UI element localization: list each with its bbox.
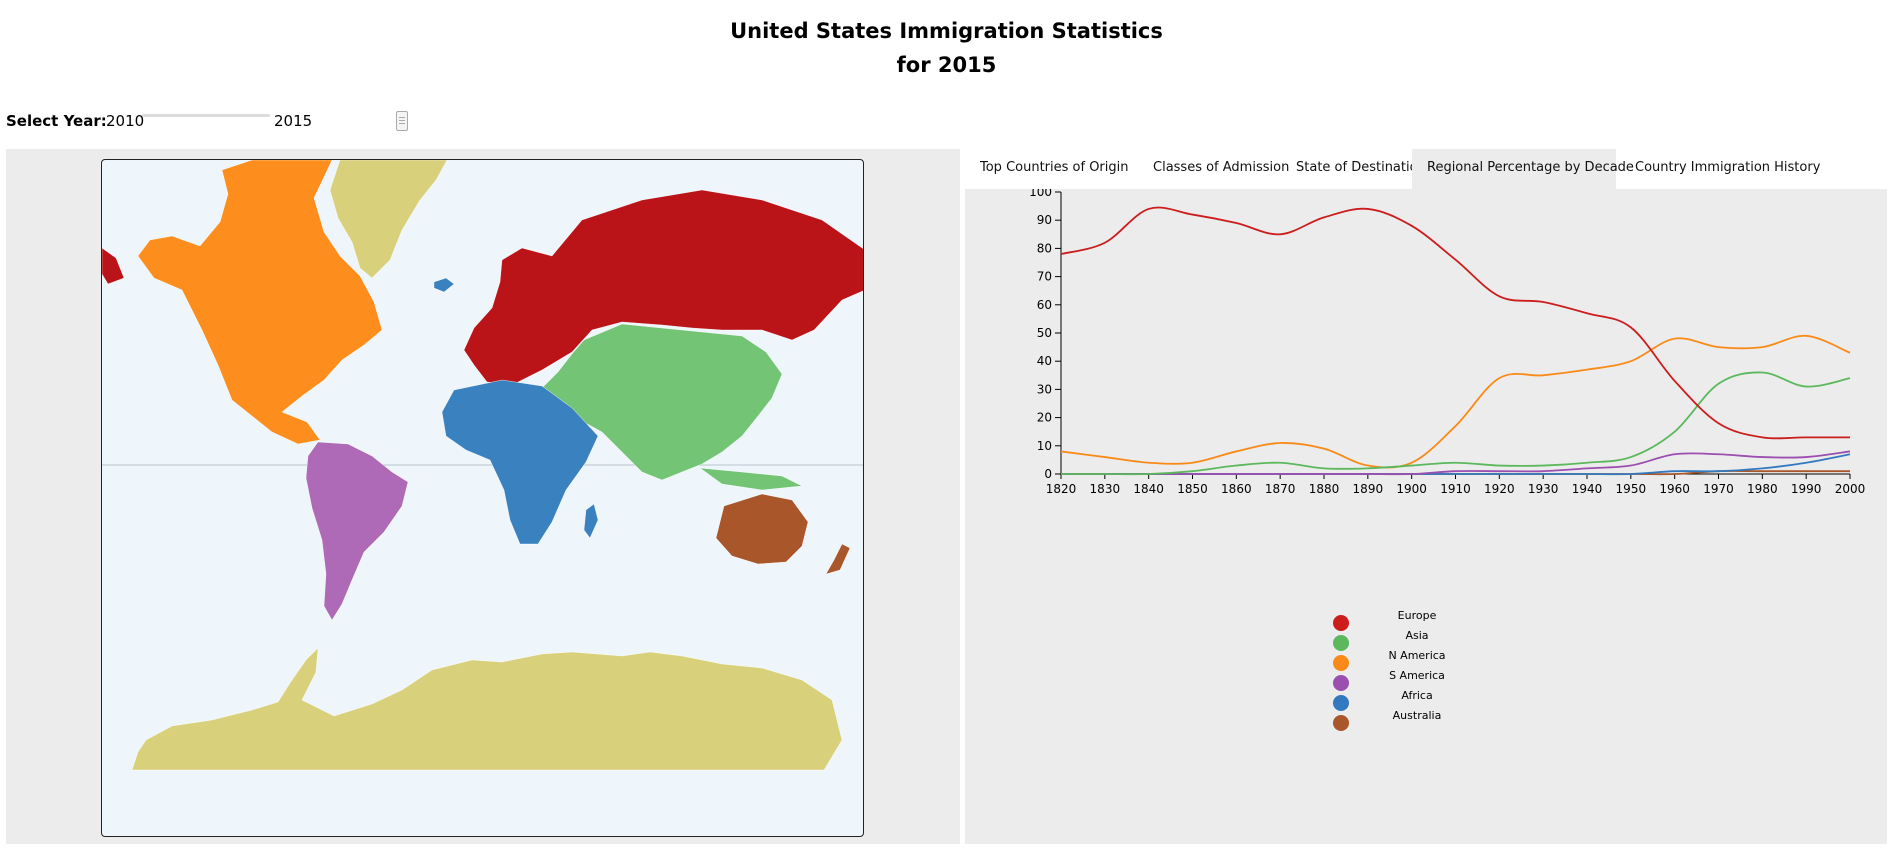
year-selector-label: Select Year: [6, 112, 107, 130]
y-tick-label-100: 100 [1029, 189, 1052, 199]
y-tick-label-0: 0 [1044, 467, 1052, 481]
series-line-n-america [1060, 334, 1851, 469]
region-new-zealand[interactable] [825, 543, 851, 575]
legend-label-s-america: S America [1389, 669, 1445, 682]
region-australia[interactable] [715, 493, 809, 565]
map-panel [6, 149, 960, 844]
year-slider-track[interactable] [142, 111, 408, 131]
page-title-line1: United States Immigration Statistics [730, 19, 1163, 43]
legend-label-africa: Africa [1401, 689, 1432, 702]
region-madagascar[interactable] [583, 503, 599, 539]
x-tick-label-1990: 1990 [1791, 482, 1822, 496]
region-south-america[interactable] [305, 441, 409, 621]
region-europe[interactable] [463, 189, 864, 386]
year-max-label: 2015 [274, 112, 313, 130]
x-tick-label-1870: 1870 [1265, 482, 1296, 496]
x-tick-label-1890: 1890 [1353, 482, 1384, 496]
tab-classes-of-admission[interactable]: Classes of Admission [1153, 160, 1290, 175]
y-tick-label-10: 10 [1037, 439, 1052, 453]
x-tick-label-2000: 2000 [1835, 482, 1866, 496]
world-map-svg [102, 160, 864, 771]
world-map [101, 159, 864, 837]
legend-label-australia: Australia [1393, 709, 1442, 722]
x-tick-label-1900: 1900 [1396, 482, 1427, 496]
legend-swatch-australia [1333, 715, 1349, 731]
x-tick-label-1860: 1860 [1221, 482, 1252, 496]
legend-label-asia: Asia [1405, 629, 1428, 642]
series-line-s-america [1061, 450, 1851, 476]
y-tick-label-20: 20 [1037, 411, 1052, 425]
region-antarctica[interactable] [131, 647, 843, 771]
series-line-asia [1061, 371, 1851, 476]
region-greenland[interactable] [329, 160, 448, 279]
x-tick-label-1970: 1970 [1703, 482, 1734, 496]
legend-label-europe: Europe [1398, 609, 1437, 622]
legend-swatch-africa [1333, 695, 1349, 711]
y-tick-label-30: 30 [1037, 382, 1052, 396]
tab-country-immigration-history[interactable]: Country Immigration History [1635, 160, 1821, 175]
x-tick-label-1880: 1880 [1309, 482, 1340, 496]
legend-swatch-s-america [1333, 675, 1349, 691]
region-africa[interactable] [441, 379, 599, 545]
legend-swatch-asia [1333, 635, 1349, 651]
y-tick-label-50: 50 [1037, 326, 1052, 340]
tab-top-countries-of-origin[interactable]: Top Countries of Origin [980, 160, 1129, 175]
y-tick-label-80: 80 [1037, 241, 1052, 255]
region-iceland[interactable] [433, 277, 455, 293]
x-tick-label-1980: 1980 [1747, 482, 1778, 496]
x-tick-label-1850: 1850 [1177, 482, 1208, 496]
y-tick-label-60: 60 [1037, 298, 1052, 312]
y-tick-label-70: 70 [1037, 270, 1052, 284]
region-indonesia[interactable] [699, 467, 803, 491]
tab-regional-percentage-by-decade[interactable]: Regional Percentage by Decade [1412, 149, 1634, 189]
year-min-label: 2010 [106, 112, 145, 130]
x-tick-label-1960: 1960 [1659, 482, 1690, 496]
x-tick-label-1830: 1830 [1090, 482, 1121, 496]
x-tick-label-1820: 1820 [1046, 482, 1077, 496]
x-tick-label-1840: 1840 [1133, 482, 1164, 496]
tab-state-of-destination[interactable]: State of Destination [1296, 160, 1426, 175]
tab-bar: Top Countries of Origin Classes of Admis… [965, 149, 1887, 189]
legend-swatch-europe [1333, 615, 1349, 631]
legend-label-n-america: N America [1388, 649, 1445, 662]
x-tick-label-1940: 1940 [1572, 482, 1603, 496]
y-tick-label-90: 90 [1037, 213, 1052, 227]
series-line-europe [1060, 206, 1850, 440]
x-tick-label-1910: 1910 [1440, 482, 1471, 496]
x-tick-label-1920: 1920 [1484, 482, 1515, 496]
region-north-america[interactable] [137, 160, 383, 445]
legend-swatch-n-america [1333, 655, 1349, 671]
page-title: United States Immigration Statistics for… [0, 14, 1893, 82]
region-alaska-west[interactable] [102, 247, 125, 285]
y-tick-label-40: 40 [1037, 354, 1052, 368]
year-slider-handle[interactable] [396, 111, 408, 131]
regional-percentage-chart: 0 10 20 30 40 50 60 70 80 90 100 1820 1830 1840 1850 18… [1029, 189, 1866, 731]
x-tick-label-1930: 1930 [1528, 482, 1559, 496]
x-tick-label-1950: 1950 [1616, 482, 1647, 496]
page-title-line2: for 2015 [896, 53, 997, 77]
right-panel: Top Countries of Origin Classes of Admis… [965, 149, 1887, 844]
